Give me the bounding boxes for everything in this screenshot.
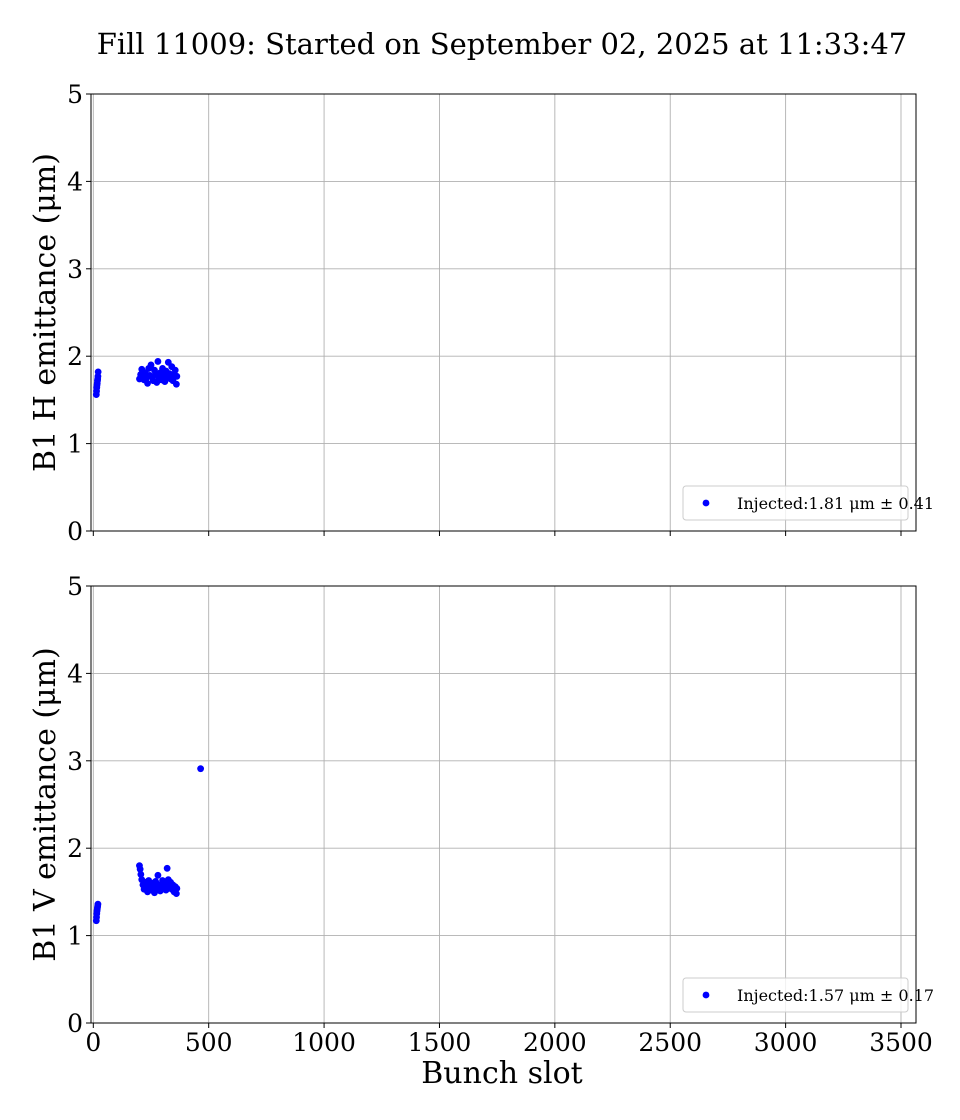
y-tick-label: 2 bbox=[67, 834, 83, 863]
y-tick-label: 1 bbox=[67, 430, 83, 459]
data-point bbox=[154, 358, 162, 365]
data-point bbox=[163, 864, 171, 872]
y-tick-label: 4 bbox=[67, 659, 83, 688]
data-point bbox=[172, 380, 180, 388]
legend-box bbox=[682, 977, 909, 1013]
legend-marker bbox=[702, 499, 710, 507]
data-point bbox=[147, 361, 155, 369]
legend-label: Injected:1.57 μm ± 0.17 bbox=[737, 986, 934, 1005]
y-tick-label: 1 bbox=[67, 922, 83, 951]
x-tick-label: 2500 bbox=[638, 1028, 702, 1057]
y-tick-label: 5 bbox=[67, 80, 83, 109]
legend-label: Injected:1.81 μm ± 0.41 bbox=[737, 494, 934, 513]
x-tick-label: 500 bbox=[185, 1028, 233, 1057]
panel-1: 0 1 2 3 4 5 B1 H emittance (μm) Injected:1.81 μ… bbox=[28, 80, 934, 546]
x-tick-label: 3000 bbox=[754, 1028, 818, 1057]
plots: 0 1 2 3 4 5 B1 H emittance (μm) Injected:1.81 μ… bbox=[28, 80, 934, 1057]
axes-frame bbox=[90, 585, 917, 1024]
data-point bbox=[144, 379, 151, 387]
y-tick-label: 5 bbox=[67, 572, 83, 601]
panel-2: 0 1 2 3 4 5 0 500 1000 1500 2000 2500 3000 3500 B1 V e… bbox=[28, 572, 934, 1057]
data-point bbox=[173, 885, 181, 892]
y-tick-label: 4 bbox=[67, 167, 83, 196]
x-tick-label: 2000 bbox=[523, 1028, 587, 1057]
y-tick-label: 2 bbox=[67, 342, 83, 371]
legend-box bbox=[682, 485, 909, 521]
data-point bbox=[94, 900, 102, 908]
y-tick-label: 3 bbox=[67, 255, 83, 284]
y-tick-label: 3 bbox=[67, 747, 83, 776]
x-axis-label: Bunch slot bbox=[421, 1056, 582, 1091]
y-axis-label: B1 H emittance (μm) bbox=[28, 153, 63, 472]
y-axis-label: B1 V emittance (μm) bbox=[28, 647, 63, 961]
x-tick-label: 3500 bbox=[869, 1028, 933, 1057]
y-tick-label: 0 bbox=[67, 1009, 83, 1038]
data-point bbox=[137, 871, 145, 878]
axes-frame bbox=[90, 93, 917, 532]
data-point bbox=[171, 366, 179, 374]
legend-marker bbox=[702, 991, 710, 999]
y-tick-label: 0 bbox=[67, 517, 83, 546]
x-tick-label: 0 bbox=[85, 1028, 101, 1057]
data-point bbox=[94, 368, 102, 376]
data-point bbox=[173, 372, 181, 380]
data-point bbox=[154, 871, 162, 879]
data-point bbox=[172, 890, 180, 898]
data-point bbox=[136, 865, 144, 873]
x-tick-label: 1500 bbox=[408, 1028, 472, 1057]
figure-title: Fill 11009: Started on September 02, 202… bbox=[97, 27, 908, 61]
x-tick-label: 1000 bbox=[292, 1028, 356, 1057]
data-point bbox=[197, 765, 205, 773]
